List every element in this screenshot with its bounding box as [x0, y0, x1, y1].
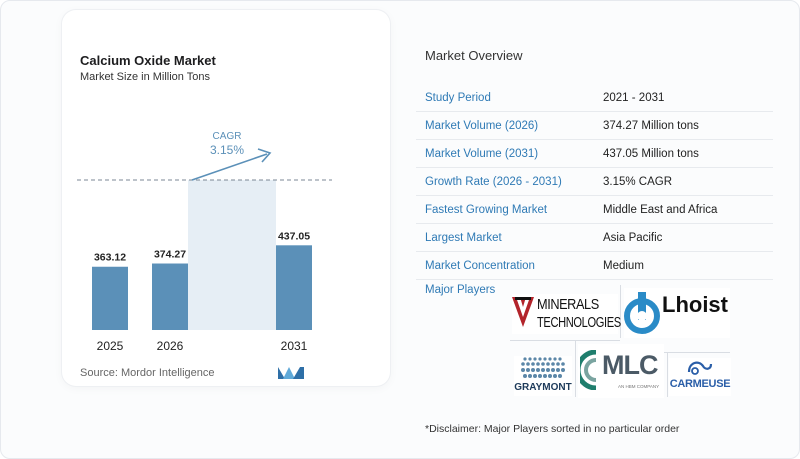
overview-row: Largest Market Asia Pacific: [416, 224, 773, 252]
forecast-band: [188, 180, 276, 330]
overview-row: Market Volume (2031) 437.05 Million tons: [416, 140, 773, 168]
row-value: 374.27 Million tons: [603, 119, 699, 132]
lhoist-wordmark: Lhoist: [662, 292, 728, 317]
logo-divider: [620, 352, 730, 353]
overview-row: Study Period 2021 - 2031: [416, 84, 773, 112]
row-value: Medium: [603, 259, 644, 272]
category-label-2025: 2025: [97, 339, 124, 353]
category-label-2026: 2026: [157, 339, 184, 353]
cagr-arrow-line: [191, 153, 268, 181]
row-value: 2021 - 2031: [603, 91, 665, 104]
logo-divider: [575, 340, 576, 397]
chart-subtitle: Market Size in Million Tons: [80, 71, 211, 83]
mlc-wordmark: MLC: [602, 350, 658, 380]
mt-line2: TECHNOLOGIES: [537, 314, 621, 331]
overview-row: Growth Rate (2026 - 2031) 3.15% CAGR: [416, 168, 773, 196]
carmeuse-mark-icon: [687, 361, 713, 375]
bar-2025: [92, 266, 128, 330]
bar-2031: [276, 245, 312, 330]
lhoist-logo: Lhoist: [624, 288, 730, 338]
mt-mark-icon: [512, 297, 534, 327]
mt-line1: MINERALS: [537, 296, 599, 313]
row-value: Middle East and Africa: [603, 203, 718, 216]
cagr-value: 3.15%: [210, 143, 244, 157]
disclaimer-note: *Disclaimer: Major Players sorted in no …: [425, 423, 680, 435]
cagr-arrowhead: [257, 148, 272, 163]
source-note: Source: Mordor Intelligence: [80, 367, 215, 379]
mlc-logo: MLC AN HBM COMPANY: [578, 344, 664, 398]
logo-divider: [510, 340, 620, 341]
row-value: 3.15% CAGR: [603, 175, 673, 188]
graymont-mark-icon: [521, 357, 565, 378]
major-players-label: Major Players: [425, 284, 496, 296]
cagr-annotation: CAGR 3.15%: [191, 131, 272, 181]
row-value: Asia Pacific: [603, 231, 663, 244]
overview-title: Market Overview: [425, 48, 523, 63]
row-label: Fastest Growing Market: [425, 203, 548, 216]
value-label-2025: 363.12: [94, 252, 126, 264]
carmeuse-wordmark: CARMEUSE: [669, 378, 731, 390]
mlc-mark-icon: [580, 350, 597, 390]
overview-row: Market Volume (2026) 374.27 Million tons: [416, 112, 773, 140]
lhoist-mark-icon: [624, 292, 660, 334]
value-label-2026: 374.27: [154, 249, 186, 261]
category-label-2031: 2031: [281, 339, 308, 353]
chart-title: Calcium Oxide Market: [80, 53, 216, 68]
row-label: Largest Market: [425, 231, 502, 244]
cagr-label: CAGR: [213, 131, 242, 142]
row-label: Market Volume (2026): [425, 119, 539, 132]
row-label: Market Concentration: [425, 259, 535, 272]
row-label: Market Volume (2031): [425, 147, 539, 160]
minerals-technologies-logo: MINERALS TECHNOLOGIES: [512, 294, 621, 334]
overview-table: Study Period 2021 - 2031 Market Volume (…: [416, 84, 773, 280]
row-value: 437.05 Million tons: [603, 147, 699, 160]
row-label: Study Period: [425, 91, 491, 104]
bar-2026: [152, 263, 188, 330]
value-label-2031: 437.05: [278, 230, 310, 242]
overview-row: Market Concentration Medium: [416, 252, 773, 280]
mordor-intelligence-logo-icon: [278, 367, 304, 379]
carmeuse-logo: CARMEUSE: [669, 358, 731, 396]
graymont-wordmark: GRAYMONT: [514, 382, 572, 393]
mlc-tagline: AN HBM COMPANY: [618, 384, 660, 389]
overview-row: Fastest Growing Market Middle East and A…: [416, 196, 773, 224]
logo-divider: [620, 285, 621, 338]
bar-chart: 363.12 2025 374.27 2026 437.05 2031 CAGR 3.15…: [77, 131, 332, 353]
graymont-logo: GRAYMONT: [514, 356, 572, 396]
logo-divider: [667, 352, 668, 397]
row-label: Growth Rate (2026 - 2031): [425, 175, 562, 188]
